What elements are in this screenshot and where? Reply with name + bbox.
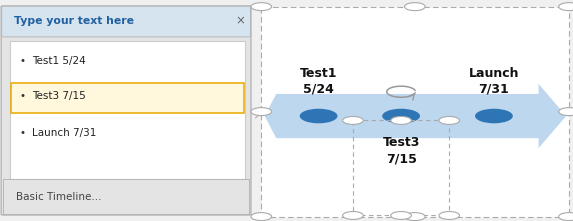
Text: Type your text here: Type your text here: [14, 16, 134, 26]
Text: ›: ›: [254, 109, 260, 123]
Text: Test1
5/24: Test1 5/24: [300, 67, 337, 96]
Circle shape: [439, 211, 460, 219]
Circle shape: [405, 3, 425, 11]
Text: ×: ×: [236, 15, 246, 27]
Circle shape: [391, 211, 411, 219]
FancyBboxPatch shape: [10, 41, 245, 179]
Circle shape: [439, 116, 460, 124]
Polygon shape: [265, 84, 566, 148]
Circle shape: [300, 109, 337, 123]
Text: Test1 5/24: Test1 5/24: [32, 56, 86, 66]
FancyBboxPatch shape: [3, 179, 249, 214]
FancyBboxPatch shape: [1, 6, 251, 215]
Text: •: •: [20, 91, 26, 101]
Text: Basic Timeline...: Basic Timeline...: [16, 192, 101, 202]
FancyBboxPatch shape: [11, 83, 244, 113]
Circle shape: [405, 213, 425, 221]
Circle shape: [251, 3, 272, 11]
Circle shape: [343, 211, 363, 219]
FancyBboxPatch shape: [261, 7, 569, 217]
Text: •: •: [20, 128, 26, 138]
Text: Test3 7/15: Test3 7/15: [32, 91, 86, 101]
Text: Launch 7/31: Launch 7/31: [32, 128, 96, 138]
Text: Test3
7/15: Test3 7/15: [382, 136, 420, 165]
Circle shape: [251, 213, 272, 221]
Circle shape: [382, 109, 420, 123]
Circle shape: [559, 108, 573, 116]
Circle shape: [251, 108, 272, 116]
Text: Launch
7/31: Launch 7/31: [469, 67, 519, 96]
Circle shape: [391, 116, 411, 124]
Circle shape: [559, 213, 573, 221]
Text: •: •: [20, 56, 26, 66]
FancyBboxPatch shape: [2, 6, 250, 37]
Circle shape: [559, 3, 573, 11]
Circle shape: [343, 116, 363, 124]
Circle shape: [475, 109, 513, 123]
